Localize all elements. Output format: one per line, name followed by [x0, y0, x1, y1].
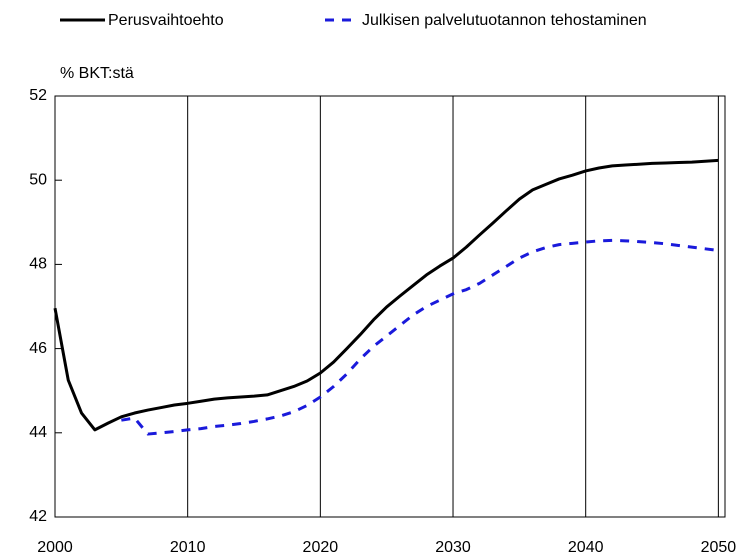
y-tick-label: 48 — [29, 256, 47, 273]
y-tick-label: 42 — [29, 508, 47, 525]
x-tick-label: 2020 — [303, 539, 339, 556]
legend-label: Perusvaihtoehto — [108, 12, 224, 29]
y-tick-label: 44 — [29, 424, 47, 441]
x-tick-label: 2010 — [170, 539, 206, 556]
y-tick-label: 50 — [29, 171, 47, 188]
x-tick-label: 2040 — [568, 539, 604, 556]
legend-label: Julkisen palvelutuotannon tehostaminen — [362, 12, 647, 29]
series-line — [53, 158, 719, 432]
y-tick-label: 46 — [29, 340, 47, 357]
x-tick-label: 2050 — [701, 539, 737, 556]
y-tick-label: 52 — [29, 87, 47, 104]
series-line — [121, 238, 719, 436]
x-tick-label: 2030 — [435, 539, 471, 556]
y-axis-label: % BKT:stä — [60, 65, 134, 82]
x-tick-label: 2000 — [37, 539, 73, 556]
plot-frame — [54, 95, 726, 518]
